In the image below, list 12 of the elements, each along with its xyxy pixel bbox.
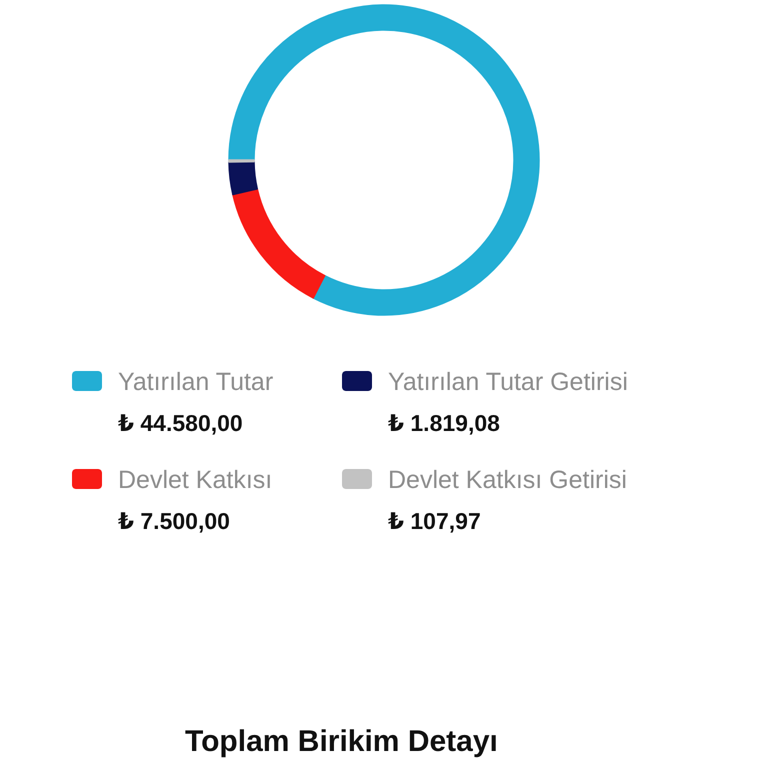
legend-label: Devlet Katkısı Getirisi <box>388 466 627 494</box>
legend-label: Yatırılan Tutar Getirisi <box>388 368 628 396</box>
data-label: ₺ 44.580,00 <box>118 410 243 436</box>
donut-slice <box>228 4 540 316</box>
data-label: ₺ 1.819,08 <box>388 410 500 436</box>
legend-label: Yatırılan Tutar <box>118 368 274 396</box>
data-label: ₺ 7.500,00 <box>118 508 230 534</box>
data-label: ₺ 107,97 <box>388 508 481 534</box>
legend-label: Devlet Katkısı <box>118 466 272 494</box>
text: Toplam Birikim Detayı <box>185 725 498 758</box>
donut-slice <box>228 160 258 196</box>
donut-slice <box>232 188 326 299</box>
